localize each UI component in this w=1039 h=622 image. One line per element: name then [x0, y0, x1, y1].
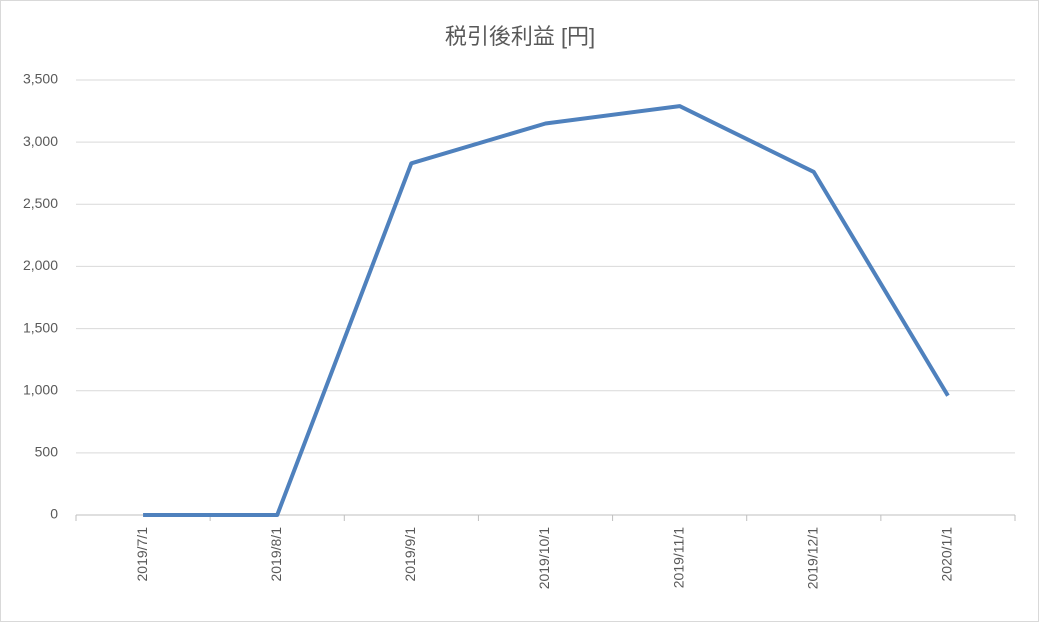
x-tick-label: 2019/10/1: [536, 527, 552, 589]
y-tick-label: 0: [50, 506, 58, 522]
y-tick-label: 3,000: [23, 133, 58, 149]
x-tick-label: 2019/8/1: [268, 527, 284, 582]
x-tick-label: 2019/9/1: [402, 527, 418, 582]
x-tick-label: 2019/11/1: [670, 527, 686, 588]
x-tick-label: 2020/1/1: [939, 527, 955, 582]
line-series: [143, 104, 950, 517]
x-tick-label: 2019/12/1: [804, 527, 820, 589]
y-tick-label: 1,000: [23, 381, 58, 397]
chart-title: 税引後利益 [円]: [445, 24, 595, 49]
y-tick-label: 500: [35, 444, 59, 460]
y-tick-label: 3,500: [23, 71, 58, 87]
x-tick-label: 2019/7/1: [134, 527, 150, 582]
y-tick-label: 2,000: [23, 257, 58, 273]
y-tick-label: 1,500: [23, 319, 58, 335]
y-tick-label: 2,500: [23, 195, 58, 211]
